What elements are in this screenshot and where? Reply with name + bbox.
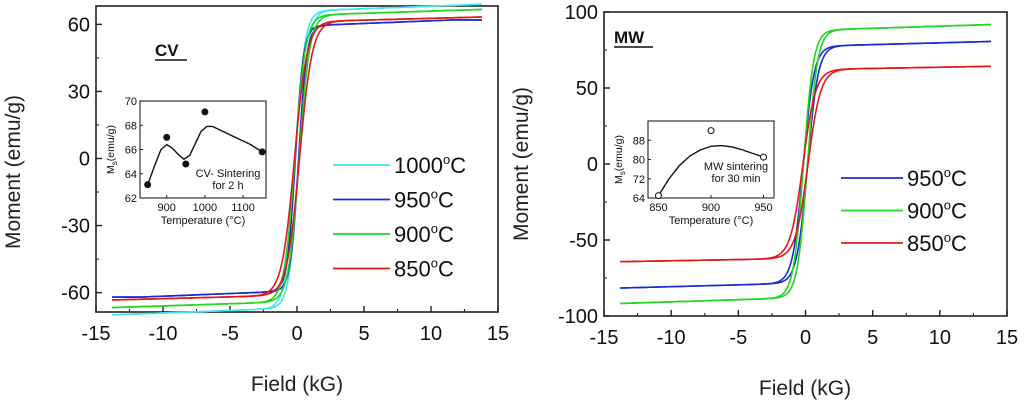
- cv-y-tick-label: -60: [61, 283, 90, 305]
- cv-inset-point: [201, 108, 209, 116]
- mw-inset-y-tick-label: 80: [633, 155, 645, 167]
- cv-y-tick-label: 30: [68, 81, 90, 103]
- mw-y-tick-label: -50: [569, 230, 598, 252]
- mw-x-tick-label: 10: [929, 327, 951, 349]
- mw-x-tick-label: 5: [867, 327, 878, 349]
- cv-legend-label: 950oC: [394, 187, 454, 213]
- cv-inset-x-tick-label: 1000: [193, 202, 217, 214]
- mw-panel-label: MW: [614, 28, 645, 47]
- mw-y-tick-label: 100: [565, 2, 598, 24]
- mw-inset-y-tick-label: 64: [633, 193, 645, 205]
- cv-panel-label: CV: [155, 41, 179, 60]
- cv-inset-y-tick-label: 68: [125, 120, 137, 132]
- cv-x-tick-label: 5: [358, 323, 369, 345]
- mw-x-tick-label: -5: [729, 327, 747, 349]
- cv-y-tick-label: -30: [61, 216, 90, 238]
- cv-x-tick-label: 0: [291, 323, 302, 345]
- cv-inset-y-tick-label: 66: [125, 145, 137, 157]
- mw-series-900-descending: [620, 23, 991, 305]
- mw-y-tick-label: 0: [587, 154, 598, 176]
- cv-inset-x-tick-label: 900: [158, 202, 176, 214]
- cv-inset-fit-curve: [146, 125, 263, 185]
- cv-y-tick-label: 60: [68, 14, 90, 36]
- mw-x-tick-label: -15: [590, 327, 619, 349]
- mw-inset-annotation: MW sintering: [704, 161, 768, 173]
- mw-inset-annotation: for 30 min: [712, 173, 761, 185]
- mw-inset-x-tick-label: 950: [754, 202, 772, 214]
- cv-inset-point: [144, 181, 152, 189]
- mw-y-tick-label: 50: [576, 78, 598, 100]
- cv-x-tick-label: -5: [221, 323, 239, 345]
- cv-inset-point: [182, 160, 190, 168]
- cv-inset-point: [258, 148, 266, 156]
- cv-inset-point: [163, 133, 171, 141]
- cv-x-tick-label: -10: [149, 323, 178, 345]
- mw-inset-point: [760, 153, 767, 161]
- mw-inset-y-tick-label: 72: [633, 174, 645, 186]
- cv-x-axis-label: Field (kG): [251, 373, 343, 396]
- cv-y-axis-label: Moment (emu/g): [2, 95, 25, 249]
- cv-legend-label: 900oC: [394, 221, 454, 247]
- cv-x-tick-label: -15: [82, 323, 111, 345]
- mw-series-850-descending: [620, 65, 991, 263]
- mw-inset-point: [707, 127, 715, 135]
- cv-inset-y-axis-label: Ms(emu/g): [105, 125, 119, 174]
- mw-inset-x-tick-label: 900: [702, 202, 720, 214]
- mw-inset-x-tick-label: 850: [649, 202, 667, 214]
- mw-inset-y-axis-label: Ms(emu/g): [613, 135, 627, 184]
- mw-x-tick-label: -10: [657, 327, 686, 349]
- mw-inset-point: [655, 192, 662, 200]
- mw-legend-label: 900oC: [907, 198, 967, 224]
- cv-inset-x-axis-label: Temperature (°C): [161, 215, 245, 227]
- cv-series-850-descending: [112, 16, 482, 301]
- mw-inset-x-axis-label: Temperature (°C): [669, 215, 753, 227]
- cv-y-tick-label: 0: [79, 149, 90, 171]
- cv-inset-y-tick-label: 64: [125, 169, 137, 181]
- mw-x-tick-label: 15: [996, 327, 1018, 349]
- mw-x-axis-label: Field (kG): [759, 377, 851, 400]
- cv-inset-annotation: for 2 h: [212, 180, 243, 192]
- mw-y-axis-label: Moment (emu/g): [510, 87, 533, 241]
- cv-legend-label: 1000oC: [394, 152, 466, 178]
- cv-inset-annotation: CV- Sintering: [196, 168, 261, 180]
- cv-x-tick-label: 15: [487, 323, 509, 345]
- cv-inset-y-tick-label: 62: [125, 193, 137, 205]
- mw-y-tick-label: -100: [558, 306, 598, 328]
- mw-inset-y-tick-label: 88: [633, 135, 645, 147]
- cv-inset-frame: [139, 100, 267, 199]
- cv-inset-x-tick-label: 1100: [231, 202, 255, 214]
- cv-panel: -15 -10 -5 0 5 10 15 -60 -30 0 30 60 CV Moment (emu…: [2, 3, 509, 396]
- cv-legend-label: 850oC: [394, 256, 454, 282]
- mw-legend-label: 850oC: [907, 230, 967, 256]
- mw-inset-fit-curve: [657, 144, 764, 196]
- cv-inset-y-tick-label: 70: [125, 96, 137, 108]
- mw-legend-label: 950oC: [907, 165, 967, 191]
- cv-x-tick-label: 10: [420, 323, 442, 345]
- mw-x-tick-label: 0: [800, 327, 811, 349]
